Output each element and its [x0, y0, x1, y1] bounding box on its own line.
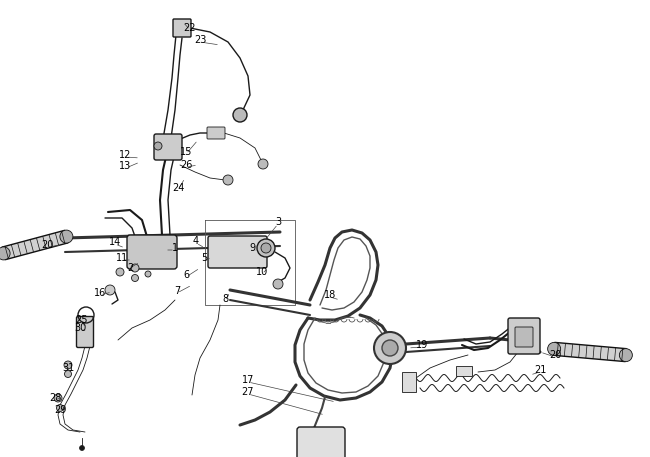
Circle shape: [619, 349, 632, 361]
Circle shape: [131, 275, 138, 282]
Bar: [456, 366, 472, 376]
Text: 7: 7: [174, 286, 180, 296]
FancyBboxPatch shape: [297, 427, 345, 457]
Text: 14: 14: [109, 237, 121, 247]
Text: 27: 27: [242, 387, 254, 397]
Text: 18: 18: [324, 290, 336, 300]
Text: 15: 15: [180, 147, 192, 157]
Text: 19: 19: [416, 340, 428, 350]
Circle shape: [131, 264, 139, 272]
Circle shape: [0, 247, 10, 260]
Text: 8: 8: [222, 294, 228, 304]
FancyBboxPatch shape: [154, 134, 182, 160]
Text: 30: 30: [74, 323, 86, 333]
Text: 28: 28: [49, 393, 61, 403]
FancyBboxPatch shape: [127, 235, 177, 269]
Text: 3: 3: [275, 217, 281, 227]
Circle shape: [64, 371, 72, 377]
Circle shape: [54, 394, 62, 402]
Text: 12: 12: [119, 150, 131, 160]
Text: 2: 2: [127, 263, 133, 273]
Circle shape: [105, 285, 115, 295]
Circle shape: [257, 239, 275, 257]
Text: 13: 13: [119, 161, 131, 171]
Text: 26: 26: [180, 160, 192, 170]
FancyBboxPatch shape: [208, 236, 267, 268]
Circle shape: [64, 361, 72, 369]
Text: 11: 11: [116, 253, 128, 263]
Text: 24: 24: [172, 183, 184, 193]
Polygon shape: [554, 342, 627, 361]
Text: 6: 6: [183, 270, 189, 280]
Circle shape: [548, 342, 561, 356]
Text: 16: 16: [94, 288, 106, 298]
Circle shape: [223, 175, 233, 185]
Circle shape: [233, 108, 247, 122]
Text: 31: 31: [62, 363, 74, 373]
Text: 20: 20: [41, 240, 53, 250]
Text: 17: 17: [242, 375, 254, 385]
Text: 5: 5: [201, 253, 207, 263]
Circle shape: [116, 268, 124, 276]
Circle shape: [57, 404, 64, 411]
Text: 20: 20: [549, 350, 561, 360]
FancyBboxPatch shape: [207, 127, 225, 139]
Text: 1: 1: [172, 243, 178, 253]
Circle shape: [382, 340, 398, 356]
Circle shape: [79, 446, 84, 451]
Text: 4: 4: [193, 236, 199, 246]
Circle shape: [154, 142, 162, 150]
Text: 29: 29: [54, 405, 66, 415]
Circle shape: [261, 243, 271, 253]
FancyBboxPatch shape: [77, 317, 94, 347]
Bar: [402, 372, 416, 392]
Circle shape: [374, 332, 406, 364]
Text: 25: 25: [76, 315, 88, 325]
FancyBboxPatch shape: [173, 19, 191, 37]
Circle shape: [145, 271, 151, 277]
Text: 23: 23: [194, 35, 206, 45]
FancyBboxPatch shape: [508, 318, 540, 354]
Polygon shape: [2, 230, 68, 260]
Text: 9: 9: [249, 243, 255, 253]
Circle shape: [258, 159, 268, 169]
Text: 22: 22: [184, 23, 196, 33]
Circle shape: [273, 279, 283, 289]
Circle shape: [60, 230, 73, 243]
Text: 21: 21: [534, 365, 546, 375]
Text: 10: 10: [256, 267, 268, 277]
FancyBboxPatch shape: [515, 327, 533, 347]
